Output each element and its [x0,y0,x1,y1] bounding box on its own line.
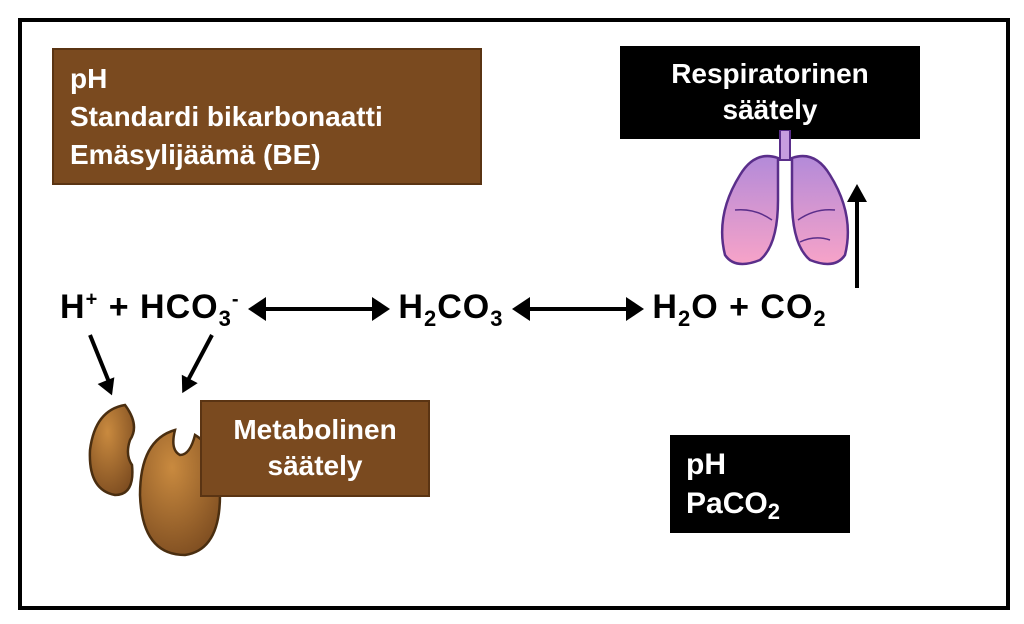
diagram-canvas: pH Standardi bikarbonaatti Emäsylijäämä … [0,0,1024,624]
ph-paco2-box: pH PaCO2 [670,435,850,533]
resp-line2: säätely [636,92,904,128]
term-h2o: H2O [652,288,718,326]
plus-1: + [109,288,140,326]
paco2-line2: PaCO2 [686,484,834,523]
bicarbonate-equation: H+ + HCO3- H2CO3 H2O + CO2 [60,288,960,332]
term-h2co3: H2CO3 [398,288,503,326]
term-co2: CO2 [760,288,826,326]
ph-line3: Emäsylijäämä (BE) [70,136,464,174]
term-h-plus: H+ [60,288,98,326]
metabolic-regulation-box: Metabolinen säätely [200,400,430,497]
equilibrium-arrow-2 [528,307,628,311]
metab-line2: säätely [218,448,412,484]
arrow-co2-to-lungs-line [855,200,859,288]
term-hco3: HCO3- [140,288,239,326]
equilibrium-arrow-1 [264,307,374,311]
ph-line1: pH [70,60,464,98]
metab-line1: Metabolinen [218,412,412,448]
paco2-line1: pH [686,445,834,484]
lungs-icon [700,130,870,270]
ph-line2: Standardi bikarbonaatti [70,98,464,136]
resp-line1: Respiratorinen [636,56,904,92]
respiratory-regulation-box: Respiratorinen säätely [620,46,920,139]
plus-2: + [729,288,760,326]
arrow-co2-to-lungs-head [847,184,867,202]
ph-parameters-box: pH Standardi bikarbonaatti Emäsylijäämä … [52,48,482,185]
